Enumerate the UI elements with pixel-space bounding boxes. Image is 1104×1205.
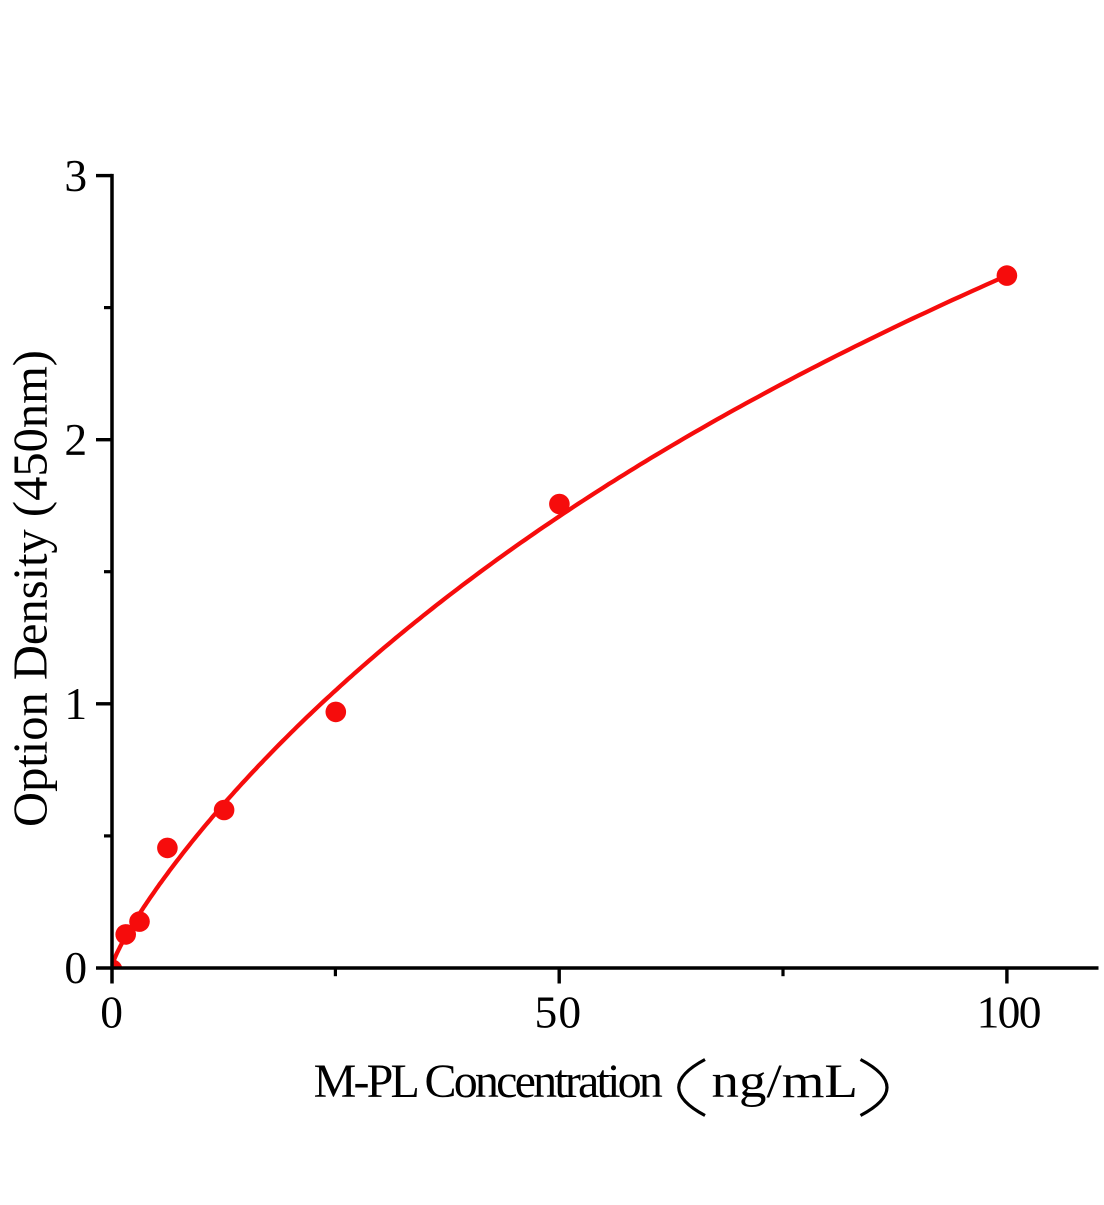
svg-text:M-PL Concentration: M-PL Concentration xyxy=(314,1055,663,1108)
svg-text:0: 0 xyxy=(100,987,123,1038)
svg-text:0: 0 xyxy=(64,942,87,993)
svg-text:50: 50 xyxy=(534,987,582,1038)
svg-text:ng/mL: ng/mL xyxy=(712,1055,859,1108)
svg-text:1: 1 xyxy=(64,678,87,729)
svg-text:100: 100 xyxy=(977,987,1041,1038)
svg-text:3: 3 xyxy=(64,150,87,201)
svg-text:Option Density (450nm): Option Density (450nm) xyxy=(5,350,58,827)
svg-text:2: 2 xyxy=(64,414,87,465)
